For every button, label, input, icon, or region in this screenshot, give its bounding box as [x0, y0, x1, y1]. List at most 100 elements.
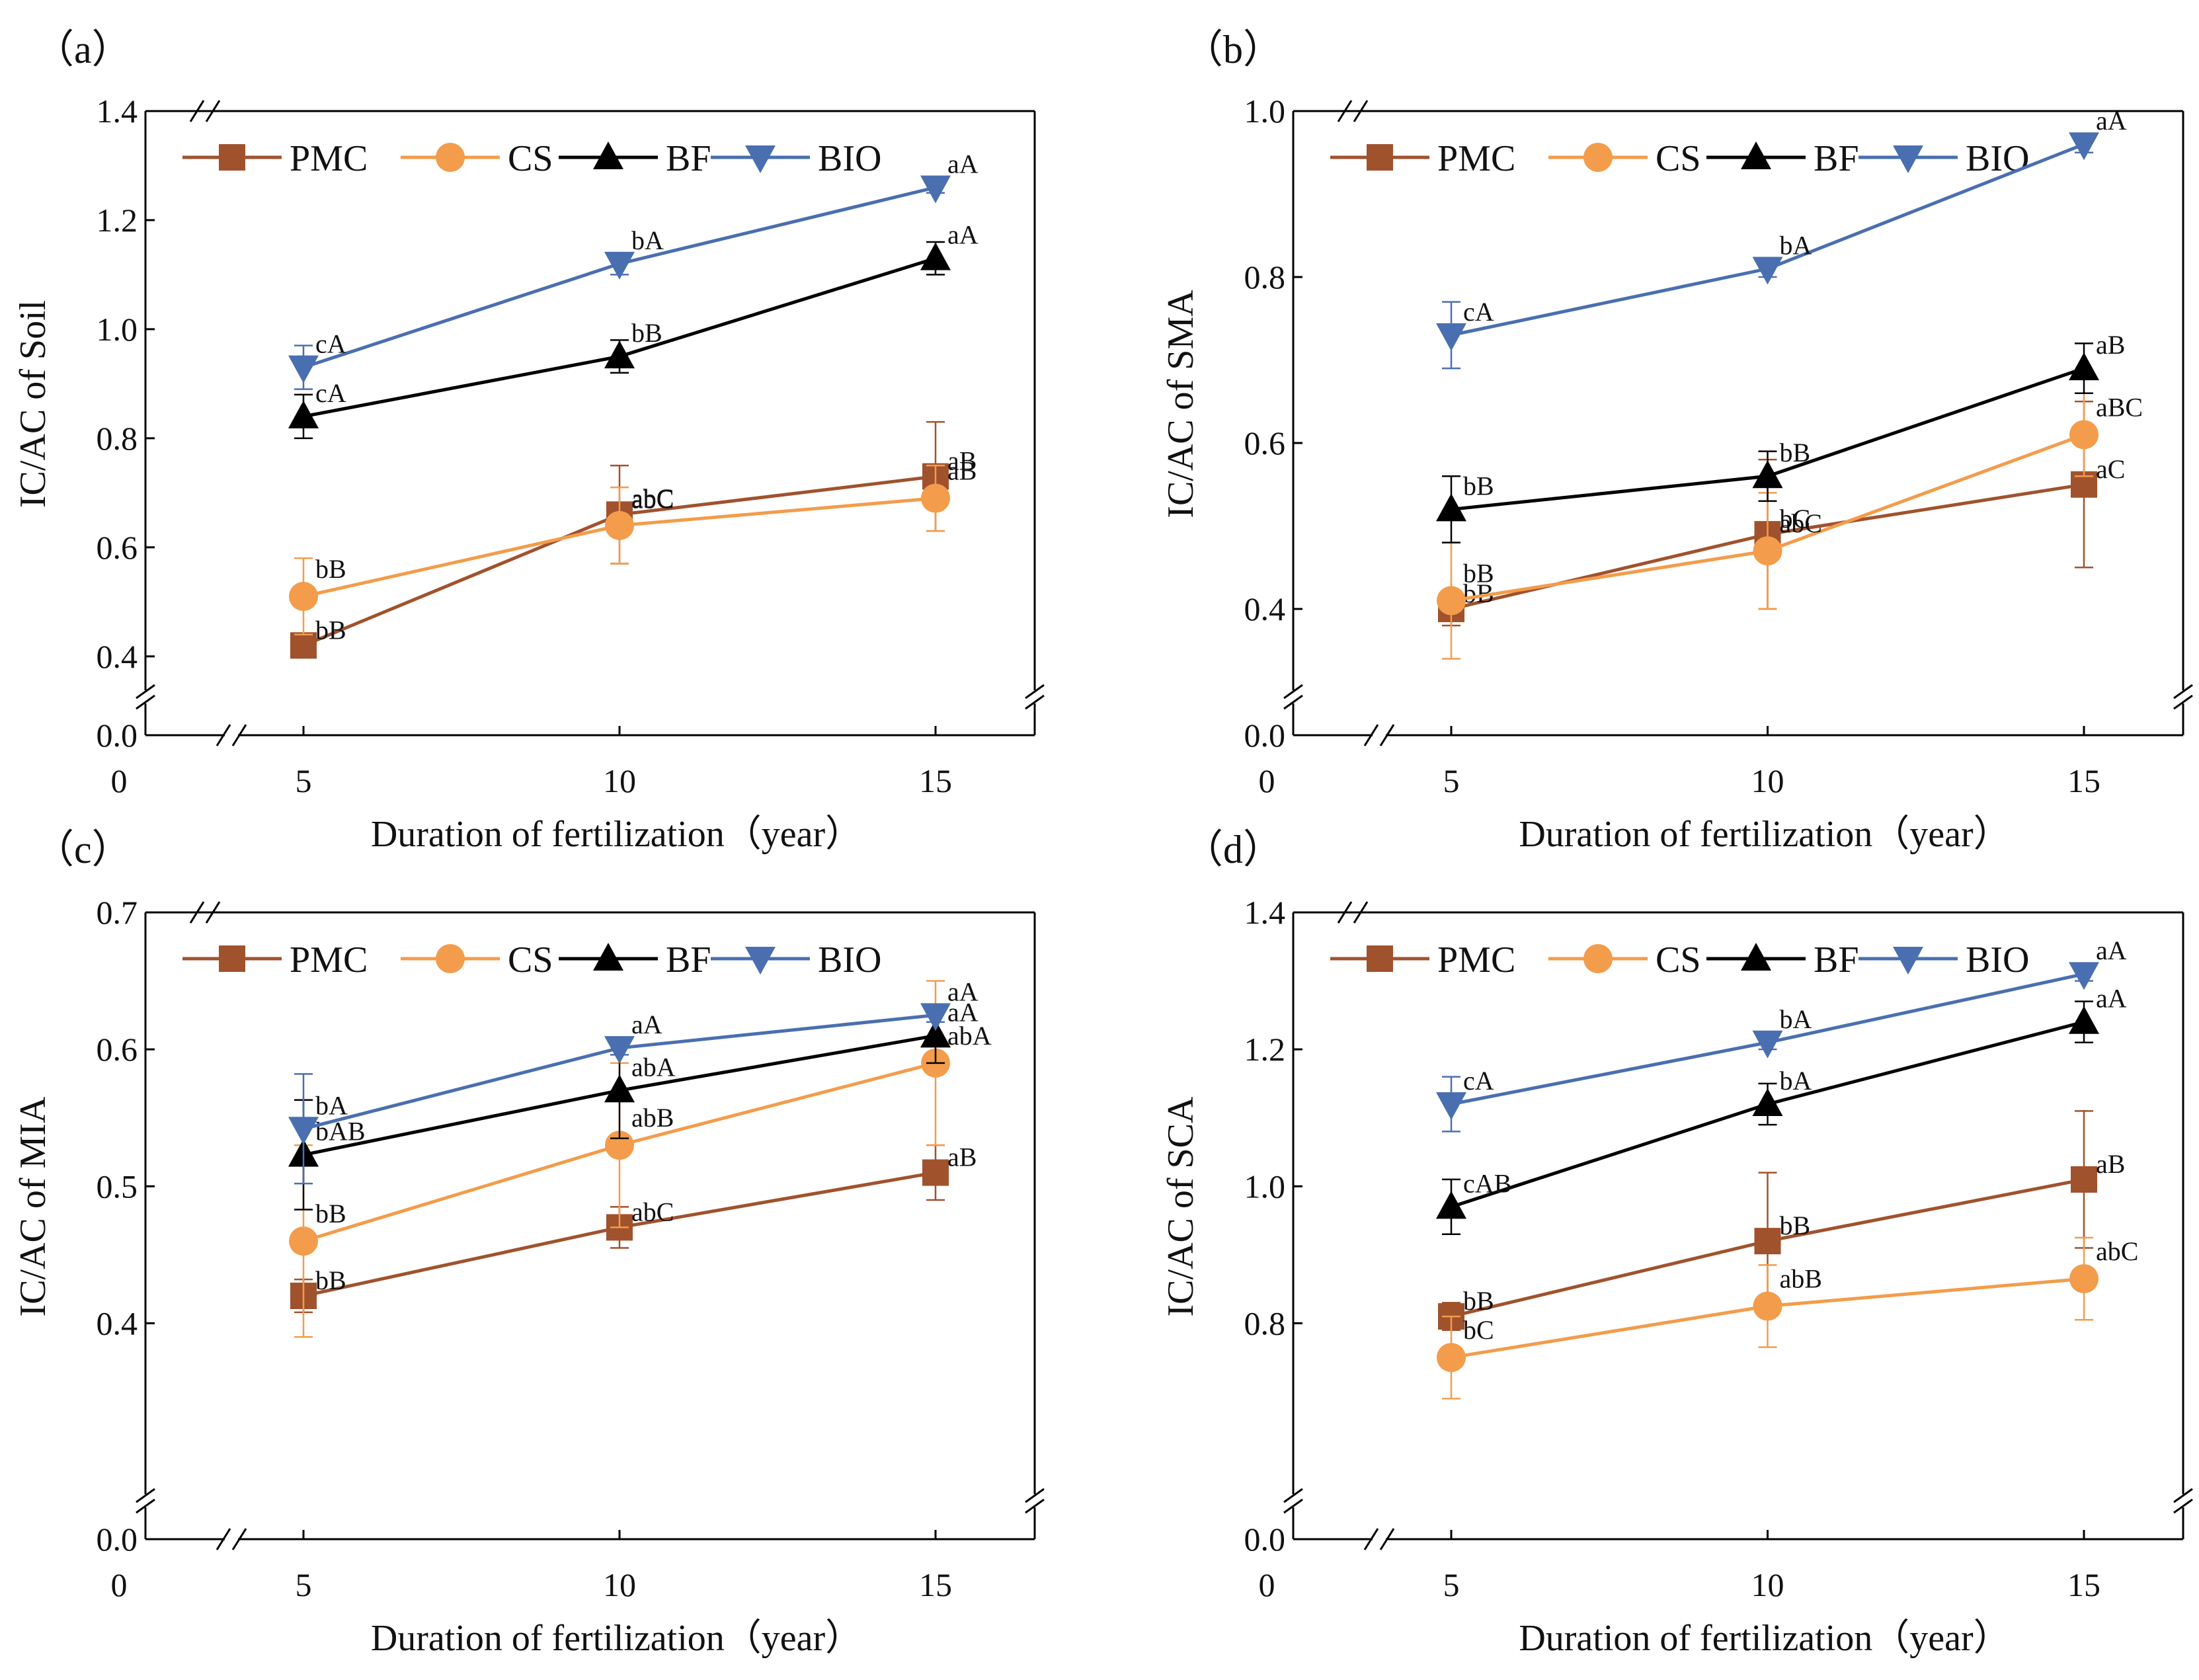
significance-label: aA — [631, 1010, 662, 1039]
legend-label: BIO — [1966, 138, 2029, 179]
legend-marker — [593, 943, 623, 971]
data-point — [1437, 1343, 1466, 1373]
legend-marker — [436, 143, 465, 172]
data-point — [604, 340, 635, 369]
plot-frame — [136, 901, 1045, 1550]
chart-panel-2: （b） 0.0 0.4 0.6 0.8 1.0 0 5 10 15 Duration of fert… — [1160, 28, 2193, 855]
axis-break-mark — [136, 1488, 155, 1514]
significance-label: aA — [2096, 984, 2127, 1014]
x-tick-label: 15 — [2067, 762, 2100, 799]
axis-break-mark — [2173, 1488, 2193, 1514]
legend-item-bio: BIO — [711, 940, 881, 980]
series-pmc: bB abC aB — [290, 1142, 977, 1314]
series-bio: cA bA aA — [288, 149, 979, 390]
series-cs: bB abC aBC — [1437, 392, 2143, 660]
data-point — [920, 1003, 951, 1031]
x-tick-label: 5 — [296, 762, 312, 799]
legend-label: BF — [1814, 940, 1859, 980]
significance-label: bB — [315, 615, 346, 645]
data-point — [2069, 352, 2099, 381]
y-axis-title: IC/AC of SMA — [1160, 290, 1201, 518]
significance-label: aB — [947, 446, 977, 476]
y-axis-title: IC/AC of Soil — [13, 300, 54, 508]
significance-label: abC — [631, 484, 674, 514]
legend-marker — [1583, 944, 1613, 973]
significance-label: bC — [1463, 1315, 1494, 1345]
x-tick-label: 5 — [1443, 1566, 1460, 1603]
x-tick-label: 0 — [1259, 762, 1275, 799]
significance-label: bC — [1780, 504, 1811, 534]
y-tick-label: 0.8 — [1244, 259, 1286, 296]
legend-marker — [745, 947, 776, 975]
x-tick-label: 10 — [1751, 1566, 1784, 1603]
data-point — [288, 400, 319, 428]
data-point — [289, 582, 318, 612]
significance-label: bB — [315, 1199, 346, 1228]
significance-label: abA — [631, 1052, 676, 1082]
y-tick-label: 1.0 — [97, 311, 138, 348]
significance-label: cA — [315, 378, 346, 408]
data-point — [920, 242, 951, 270]
y-tick-label: 0.0 — [97, 1521, 138, 1558]
significance-label: bB — [1463, 1286, 1494, 1316]
series-pmc: bB abC aB — [290, 420, 977, 659]
data-point — [1754, 1228, 1781, 1255]
x-tick-label: 15 — [919, 1566, 952, 1603]
series-bf: bAB abA aA — [288, 997, 979, 1211]
y-tick-label: 0.4 — [97, 638, 138, 675]
legend-item-bio: BIO — [1859, 138, 2029, 179]
legend-marker — [1893, 145, 1923, 173]
y-tick-label: 1.4 — [97, 93, 138, 130]
data-point — [1436, 1092, 1466, 1120]
axis-break-mark — [1337, 100, 1369, 122]
legend-label: BF — [1814, 138, 1859, 179]
legend-item-bio: BIO — [711, 138, 881, 179]
legend-marker — [1893, 947, 1923, 975]
x-tick-label: 5 — [1443, 762, 1460, 799]
significance-label: bA — [1780, 230, 1812, 260]
legend-item-bio: BIO — [1859, 940, 2029, 980]
data-point — [605, 510, 634, 540]
legend-label: PMC — [1437, 940, 1515, 980]
data-point — [604, 251, 635, 280]
significance-label: abC — [631, 1197, 674, 1226]
legend-label: BIO — [1966, 940, 2029, 980]
series-bf: bB bB aB — [1436, 330, 2125, 543]
axis-break-mark — [216, 1528, 247, 1550]
significance-label: bA — [1780, 1066, 1812, 1096]
axis-break-mark — [189, 100, 221, 122]
x-tick-label: 10 — [1751, 762, 1784, 799]
legend-item-bf: BF — [1706, 138, 1859, 179]
data-point — [1436, 1191, 1466, 1219]
y-tick-label: 1.0 — [1244, 1168, 1286, 1205]
significance-label: bB — [1463, 558, 1494, 588]
legend-marker — [1583, 143, 1613, 172]
legend-marker — [1367, 144, 1393, 171]
axis-break-mark — [189, 901, 221, 924]
plot-frame — [136, 100, 1045, 746]
axis-break-mark — [1283, 1488, 1303, 1514]
data-point — [1753, 1291, 1782, 1321]
y-tick-label: 0.6 — [97, 529, 138, 566]
legend-item-cs: CS — [1548, 138, 1701, 179]
legend-item-pmc: PMC — [1330, 940, 1515, 980]
y-tick-label: 0.8 — [97, 420, 138, 457]
data-point — [1752, 257, 1783, 285]
legend-label: BF — [666, 940, 711, 980]
axis-break-mark — [136, 684, 155, 710]
plot-frame — [1283, 100, 2193, 746]
legend-marker — [1741, 141, 1771, 169]
chart-panel-3: （c） 0.0 0.4 0.5 0.6 0.7 0 5 10 15 Duration of fert… — [13, 828, 1045, 1659]
data-point — [2069, 420, 2099, 450]
significance-label: abB — [1780, 1264, 1822, 1294]
data-point — [604, 1074, 635, 1103]
significance-label: aB — [2096, 1149, 2125, 1179]
data-point — [289, 1226, 318, 1256]
y-tick-label: 0.0 — [97, 717, 138, 754]
data-point — [2069, 962, 2099, 990]
y-tick-label: 0.4 — [1244, 590, 1286, 627]
significance-label: cAB — [1463, 1168, 1511, 1198]
y-tick-label: 0.0 — [1244, 717, 1286, 754]
data-point — [2069, 132, 2099, 161]
legend-label: CS — [508, 940, 553, 980]
